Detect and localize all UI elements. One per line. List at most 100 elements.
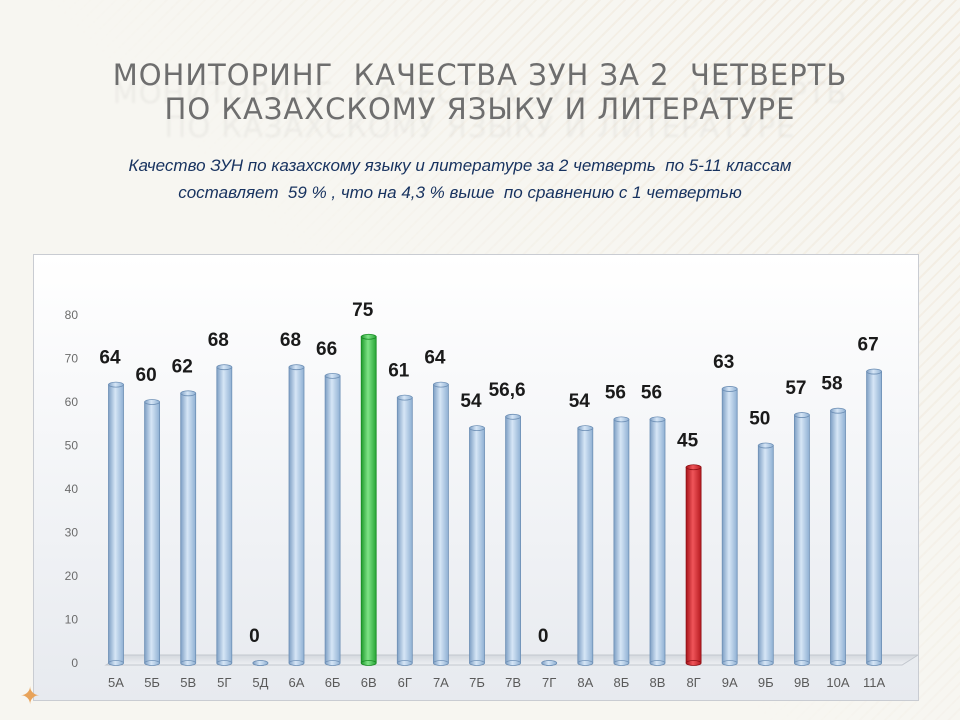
bar-top xyxy=(144,399,160,405)
x-tick-label: 11А xyxy=(863,675,885,690)
data-label: 58 xyxy=(821,374,842,395)
bar-top xyxy=(757,442,774,449)
slide-subtitle: Качество ЗУН по казахскому языку и литер… xyxy=(0,152,920,206)
data-label: 64 xyxy=(99,348,121,369)
data-label: 56 xyxy=(641,382,662,403)
bar xyxy=(324,373,341,666)
bar-base xyxy=(866,660,882,666)
data-label: 75 xyxy=(352,300,374,321)
data-label: 63 xyxy=(713,352,734,373)
y-tick-label: 80 xyxy=(65,308,79,322)
bar-body xyxy=(830,410,846,664)
y-tick-label: 30 xyxy=(65,526,79,540)
y-tick-label: 60 xyxy=(65,395,79,409)
bar-body xyxy=(649,418,666,664)
bar xyxy=(649,416,666,666)
bar xyxy=(830,407,846,666)
bar-top xyxy=(577,425,594,432)
x-tick-label: 7Б xyxy=(469,675,485,690)
bar-top xyxy=(324,373,341,379)
x-tick-label: 6В xyxy=(361,675,377,690)
data-label: 0 xyxy=(249,626,260,647)
bar-top xyxy=(360,333,377,340)
bar-body xyxy=(469,427,485,664)
slide-title: МОНИТОРИНГ КАЧЕСТВА ЗУН ЗА 2 ЧЕТВЕРТЬ ПО… xyxy=(0,58,960,126)
bar-chart: 0 10 20 30 40 50 60 70 80 64 5А 60 5Б 62 5В 68 5Г 0 5Д 68 6А… xyxy=(65,300,918,690)
data-label: 50 xyxy=(749,409,770,430)
bar-body xyxy=(685,466,702,664)
data-label: 61 xyxy=(388,361,410,382)
x-tick-label: 5В xyxy=(180,675,196,690)
data-label: 45 xyxy=(677,430,699,451)
x-tick-label: 10А xyxy=(826,675,849,690)
bar xyxy=(685,464,702,666)
bar-base xyxy=(216,660,233,666)
data-label: 56,6 xyxy=(489,380,526,401)
star-icon: ✦ xyxy=(20,682,41,710)
x-tick-label: 5Г xyxy=(217,675,231,690)
bar xyxy=(288,364,305,666)
bar xyxy=(216,364,233,666)
bar-body xyxy=(794,414,810,664)
bar-top xyxy=(830,407,846,414)
bar xyxy=(757,442,774,666)
bar-body xyxy=(216,366,233,664)
bar-base xyxy=(505,660,522,666)
x-tick-label: 9Б xyxy=(758,675,774,690)
bar-body xyxy=(505,416,522,664)
x-tick-label: 8Б xyxy=(614,675,630,690)
bar xyxy=(396,394,413,666)
bar-body xyxy=(613,418,630,664)
bar-top xyxy=(469,425,485,432)
bar-body xyxy=(577,427,594,664)
bar-body xyxy=(288,366,305,664)
x-tick-label: 5А xyxy=(108,675,124,690)
bar-top xyxy=(396,394,413,401)
bar xyxy=(108,381,124,666)
bar-base xyxy=(144,660,160,666)
x-tick-label: 8В xyxy=(650,675,666,690)
bar-body xyxy=(108,384,124,664)
bar-body xyxy=(866,371,882,664)
bar-base xyxy=(794,660,810,666)
y-tick-label: 0 xyxy=(71,656,78,670)
bar-base xyxy=(288,660,305,666)
x-tick-label: 5Б xyxy=(144,675,160,690)
data-label: 68 xyxy=(208,330,229,351)
data-label: 66 xyxy=(316,339,337,360)
x-tick-label: 8Г xyxy=(686,675,700,690)
bar xyxy=(469,425,485,666)
bar xyxy=(252,660,269,666)
bar-top xyxy=(794,412,810,418)
x-tick-label: 9А xyxy=(722,675,738,690)
y-tick-label: 10 xyxy=(65,613,79,627)
bar-top xyxy=(505,413,522,420)
y-tick-label: 40 xyxy=(65,482,79,496)
bar-top xyxy=(613,416,630,423)
bar-base xyxy=(432,660,449,666)
bar-top xyxy=(721,386,738,392)
data-label: 62 xyxy=(172,356,193,377)
slide-subtitle-line-2: составляет 59 % , что на 4,3 % выше по с… xyxy=(178,183,742,202)
data-label: 54 xyxy=(569,391,591,412)
y-tick-label: 50 xyxy=(65,439,79,453)
bar-base xyxy=(830,660,846,666)
bar-body xyxy=(396,397,413,664)
bar-body xyxy=(360,336,377,664)
bar-top xyxy=(866,368,882,375)
data-label: 54 xyxy=(460,391,482,412)
x-tick-label: 7Г xyxy=(542,675,556,690)
bar-base xyxy=(757,660,774,666)
bar-base xyxy=(180,660,197,666)
bar-body xyxy=(757,445,774,664)
bar-base xyxy=(324,660,341,666)
bar xyxy=(360,333,377,666)
x-tick-label: 6Г xyxy=(398,675,412,690)
bar xyxy=(577,425,594,666)
bar-base xyxy=(721,660,738,666)
data-label: 64 xyxy=(424,348,446,369)
data-label: 0 xyxy=(538,626,549,647)
bar-body xyxy=(144,401,160,664)
bar xyxy=(721,386,738,666)
x-tick-label: 7А xyxy=(433,675,449,690)
